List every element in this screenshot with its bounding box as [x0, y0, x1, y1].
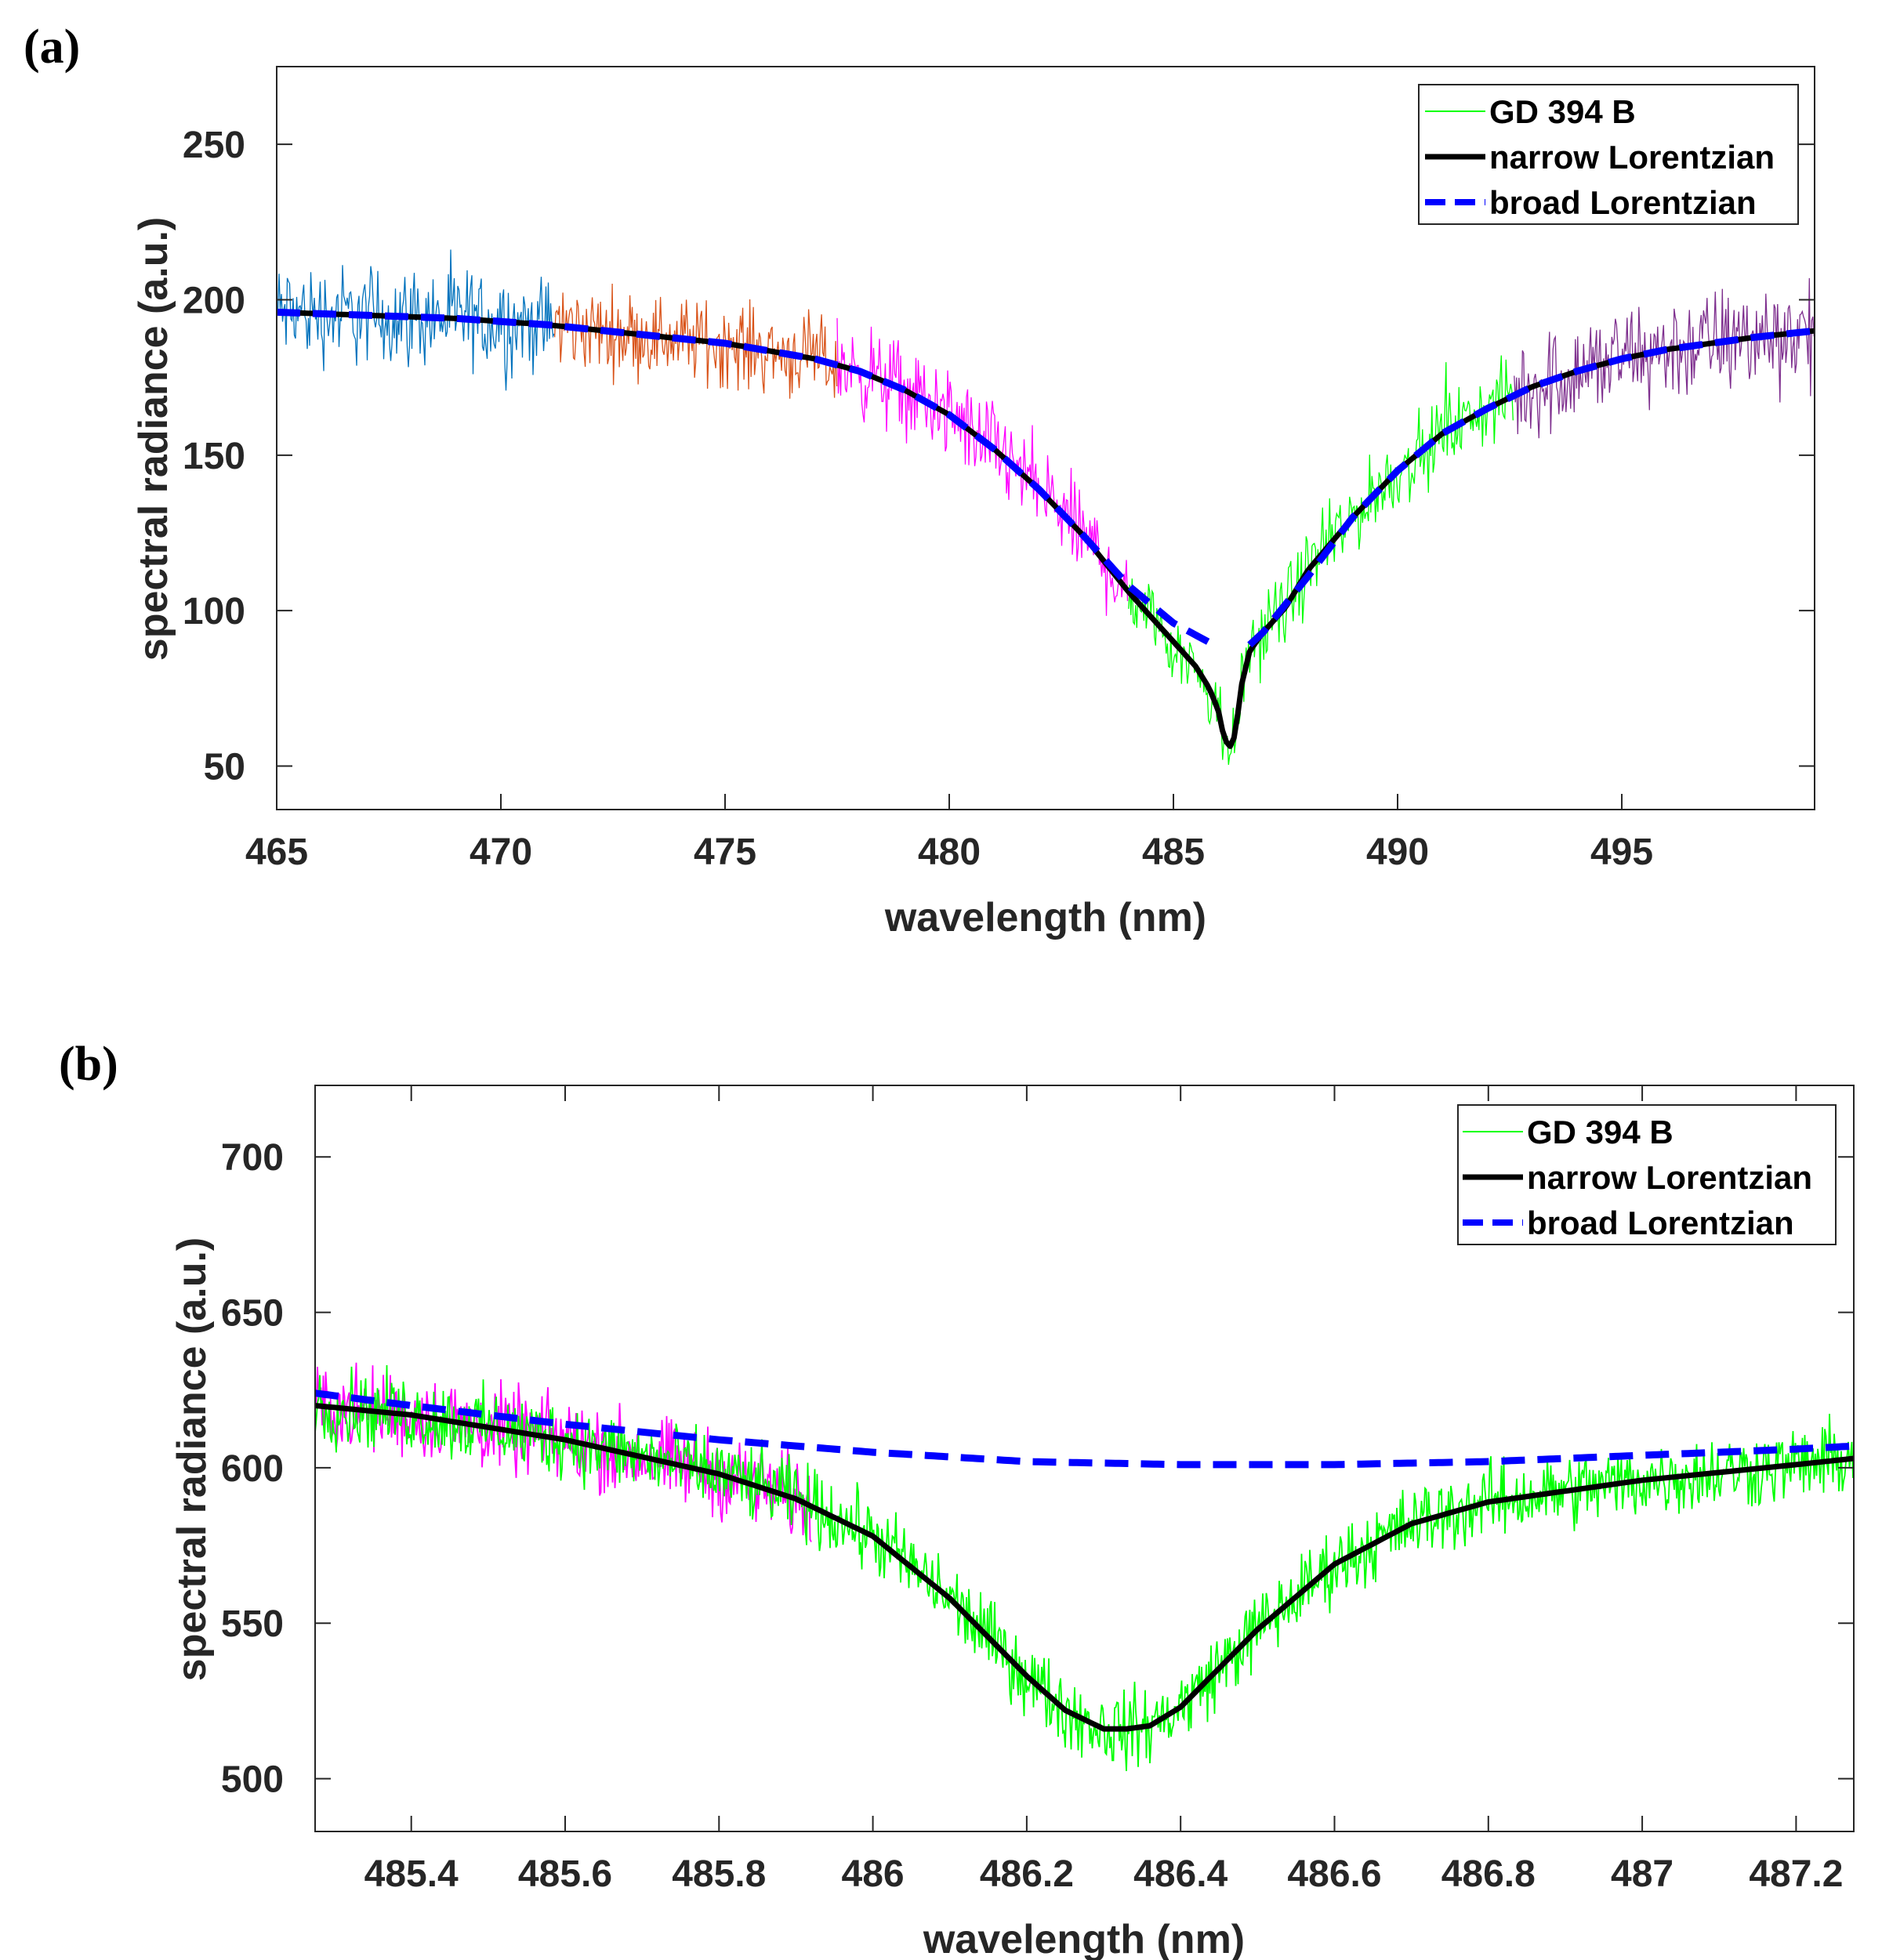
- panel-b-x-axis-label: wavelength (nm): [923, 1917, 1245, 1960]
- panel-a-data-segment-4: [1128, 355, 1514, 765]
- panel-a-y-tick-label: 200: [183, 280, 245, 321]
- panel-a-plot-area: [276, 249, 1815, 765]
- panel-a-y-tick-label: 100: [183, 591, 245, 632]
- panel-b-y-axis-label: spectral radiance (a.u.): [169, 1237, 215, 1681]
- panel-b-data-green-data: [314, 1364, 1854, 1771]
- panel-b-x-tick-label: 485.4: [364, 1853, 459, 1895]
- panel-b-x-tick-label: 486.4: [1133, 1853, 1227, 1895]
- panel-a-data-segment-5: [1514, 277, 1815, 439]
- panel-b-axes-box: [314, 1085, 1855, 1832]
- panel-a-curve-broad-lorentzian: [276, 308, 1815, 648]
- panel-a-data-segment-2: [553, 283, 838, 399]
- panel-a-ticks: 465 470 475 480 485 490 495 50 100 150 200 250: [183, 125, 1815, 873]
- panel-b: (b) 485.4 485.6 485.8 486 486.2 486.4 486.6 486…: [59, 1038, 1855, 1960]
- panel-b-plot-area: [314, 1362, 1855, 1771]
- panel-b-legend-label-broad: broad Lorentzian: [1527, 1205, 1794, 1241]
- panel-a-legend-label-broad: broad Lorentzian: [1489, 184, 1757, 221]
- panel-label-a: (a): [24, 20, 80, 74]
- panel-b-y-tick-label: 700: [221, 1137, 284, 1179]
- panel-label-b: (b): [59, 1038, 118, 1091]
- panel-b-y-tick-label: 600: [221, 1448, 284, 1490]
- panel-b-legend: GD 394 B narrow Lorentzian broad Lorentz…: [1457, 1104, 1837, 1245]
- panel-b-legend-label-gd394b: GD 394 B: [1527, 1114, 1673, 1150]
- panel-b-x-tick-label: 485.8: [672, 1853, 766, 1895]
- panel-a-x-axis-label: wavelength (nm): [884, 895, 1206, 940]
- panel-a: (a) 465 470 475 480 485 490 49550100150200250 …: [24, 20, 1815, 940]
- panel-a-data-segment-1: [276, 249, 555, 391]
- panel-b-x-tick-label: 485.6: [518, 1853, 612, 1895]
- panel-a-y-tick-label: 250: [183, 125, 245, 166]
- panel-a-axes-box: [276, 66, 1815, 810]
- panel-b-x-tick-label: 486.6: [1287, 1853, 1381, 1895]
- panel-b-x-tick-label: 486.8: [1441, 1853, 1536, 1895]
- panel-a-x-tick-label: 480: [918, 831, 981, 873]
- panel-b-x-tick-label: 486: [842, 1853, 905, 1895]
- panel-b-y-tick-label: 500: [221, 1759, 284, 1801]
- panel-a-data-segment-3: [836, 317, 1129, 616]
- panel-a-y-axis-label: spectral radiance (a.u.): [131, 217, 176, 661]
- panel-b-y-tick-label: 650: [221, 1293, 284, 1335]
- panel-a-x-tick-label: 495: [1590, 831, 1653, 873]
- panel-b-y-tick-label: 550: [221, 1603, 284, 1645]
- panel-a-x-tick-label: 485: [1142, 831, 1205, 873]
- panel-b-curve-narrow-lorentzian: [314, 1403, 1855, 1732]
- panel-b-ticks: 485.4 485.6 485.8 486 486.2 486.4 486.6 486.8 48…: [221, 1085, 1854, 1895]
- panel-b-x-tick-label: 487: [1611, 1853, 1673, 1895]
- panel-b-curve-broad-lorentzian: [314, 1389, 1855, 1469]
- panel-a-x-tick-label: 470: [470, 831, 532, 873]
- panel-a-legend-label-gd394b: GD 394 B: [1489, 93, 1636, 130]
- panel-b-x-tick-label: 487.2: [1749, 1853, 1843, 1895]
- panel-a-x-tick-label: 465: [245, 831, 308, 873]
- panel-b-legend-label-narrow: narrow Lorentzian: [1527, 1159, 1812, 1196]
- panel-a-y-tick-label: 50: [204, 746, 245, 788]
- panel-b-data-magenta-data: [314, 1362, 812, 1542]
- panel-a-y-tick-label: 150: [183, 436, 245, 477]
- panel-a-x-tick-label: 490: [1366, 831, 1429, 873]
- panel-b-x-tick-label: 486.2: [980, 1853, 1074, 1895]
- panel-a-legend: GD 394 B narrow Lorentzian broad Lorentz…: [1418, 84, 1799, 225]
- panel-a-x-tick-label: 475: [694, 831, 756, 873]
- panel-a-legend-label-narrow: narrow Lorentzian: [1489, 139, 1775, 176]
